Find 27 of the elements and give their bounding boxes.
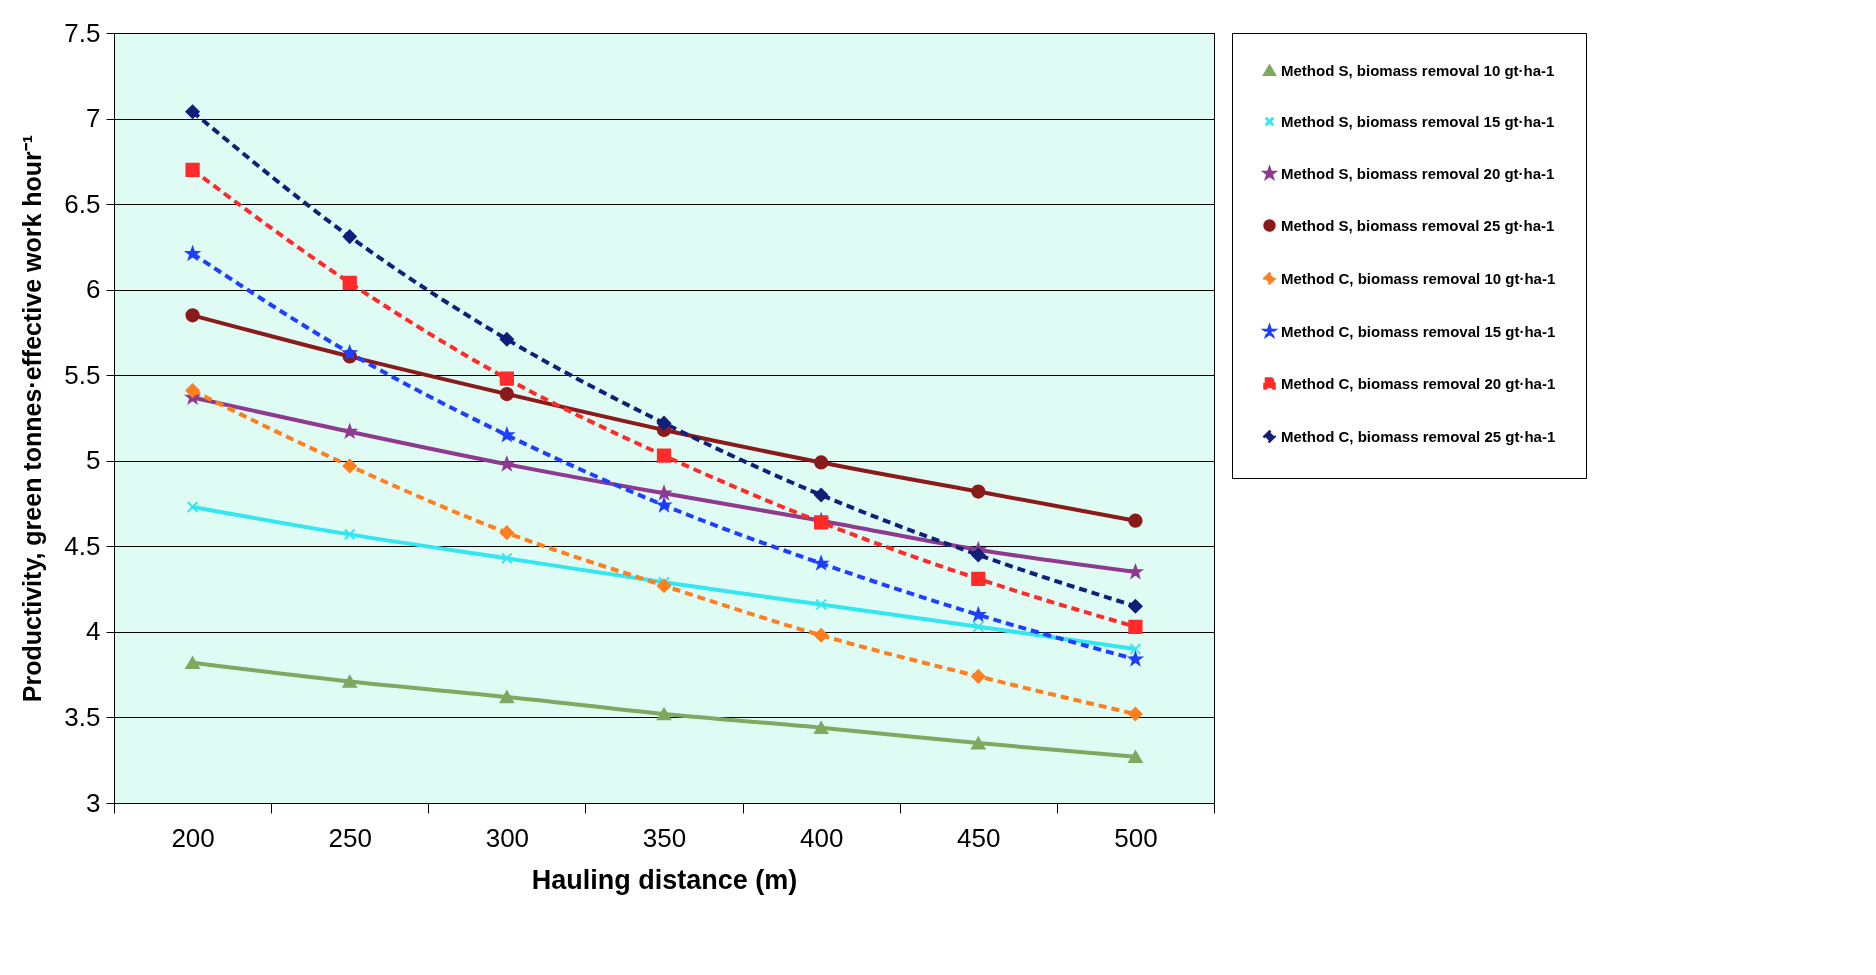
y-tick-label: 7 [86,103,101,134]
legend-label: Method C, biomass removal 20 gt·ha-1 [1281,374,1556,392]
x-tick-label: 400 [799,822,844,853]
legend-label: Method S, biomass removal 20 gt·ha-1 [1281,164,1555,182]
y-tick-label: 5.5 [64,359,101,390]
x-tick-label: 300 [485,822,530,853]
x-tick-label: 500 [1114,822,1158,853]
y-tick-label: 3.5 [64,701,101,732]
legend-label: Method S, biomass removal 25 gt·ha-1 [1281,216,1555,234]
y-tick-label: 4.5 [64,530,101,561]
x-axis-title: Hauling distance (m) [531,864,798,895]
y-tick-label: 3 [86,787,101,818]
y-tick-label: 6 [86,274,101,305]
y-tick-label: 5 [86,445,101,476]
x-tick-label: 450 [957,822,1001,853]
x-tick-label: 200 [171,822,215,853]
y-tick-label: 6.5 [64,188,101,219]
legend-label: Method C, biomass removal 10 gt·ha-1 [1281,269,1556,287]
y-tick-label: 4 [86,616,101,647]
legend-label: Method C, biomass removal 25 gt·ha-1 [1281,427,1556,445]
x-tick-label: 250 [328,822,372,853]
legend-label: Method S, biomass removal 15 gt·ha-1 [1281,112,1555,130]
y-tick-label: 7.5 [64,17,101,48]
legend-label: Method C, biomass removal 15 gt·ha-1 [1281,322,1556,340]
x-tick-label: 350 [642,822,687,853]
y-axis-title: Productivity, green tonnes·effective work hour⁻¹ [18,134,47,703]
legend-label: Method S, biomass removal 10 gt·ha-1 [1281,61,1555,79]
